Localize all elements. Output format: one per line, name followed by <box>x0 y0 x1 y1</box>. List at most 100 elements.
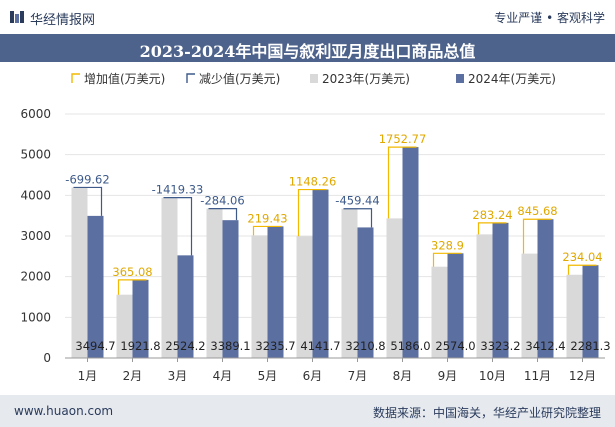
bar-2024-9 <box>447 253 464 358</box>
change-bracket-9 <box>432 252 462 267</box>
value-label-2024-7: 3210.8 <box>345 339 385 353</box>
legend-label-1: 减少值(万美元) <box>199 71 280 86</box>
x-tick-label-3: 3月 <box>168 369 188 383</box>
chart: 增加值(万美元) 减少值(万美元) 2023年(万美元) 2024年(万美元) 0 10… <box>20 71 611 383</box>
bar-2023-11 <box>521 253 538 358</box>
title-bar: 2023-2024年中国与叙利亚月度出口商品总值 <box>0 34 615 62</box>
change-label-9: 328.9 <box>431 238 464 252</box>
x-tick-label-9: 9月 <box>438 369 458 383</box>
bars: -699.62 3494.7 365.08 1921.8 -1419.33 2524.2 -… <box>65 132 611 358</box>
bar-2024-3 <box>177 255 194 358</box>
x-tick-label-4: 4月 <box>213 369 233 383</box>
change-bracket-10 <box>477 222 507 235</box>
value-label-2024-9: 2574.0 <box>435 339 475 353</box>
footer: www.huaon.com 数据来源：中国海关，华经产业研究院整理 <box>0 395 615 427</box>
y-tick-label-2: 2000 <box>20 270 51 284</box>
legend-label-0: 增加值(万美元) <box>84 71 165 86</box>
value-label-2024-2: 1921.8 <box>120 339 160 353</box>
bar-2023-4 <box>206 208 223 358</box>
bar-2023-3 <box>161 197 178 358</box>
change-label-6: 1148.26 <box>289 175 337 189</box>
legend: 增加值(万美元) 减少值(万美元) 2023年(万美元) 2024年(万美元) <box>71 71 556 86</box>
data-source: 数据来源：中国海关，华经产业研究院整理 <box>372 406 601 420</box>
bar-2024-7 <box>357 227 374 358</box>
bar-2023-7 <box>341 208 358 358</box>
bar-2024-12 <box>582 265 599 358</box>
y-tick-label-1: 1000 <box>20 310 51 324</box>
bar-2023-5 <box>251 235 268 358</box>
change-bracket-6 <box>297 188 327 237</box>
value-label-2024-10: 3323.2 <box>480 339 520 353</box>
logo-icon <box>10 11 24 23</box>
change-label-12: 234.04 <box>562 250 602 264</box>
legend-label-2: 2023年(万美元) <box>322 72 410 86</box>
change-label-7: -459.44 <box>335 194 379 208</box>
bar-2023-10 <box>476 234 493 358</box>
legend-swatch-0 <box>71 73 80 83</box>
value-label-2024-1: 3494.7 <box>75 339 115 353</box>
change-bracket-8 <box>387 146 417 219</box>
bar-2024-5 <box>267 226 284 358</box>
x-tick-label-5: 5月 <box>258 369 278 383</box>
change-bracket-1 <box>73 186 103 216</box>
x-axis: 1月 2月 3月 4月 5月 6月 7月 8月 9月 10月 11月 12月 <box>65 357 605 383</box>
y-tick-label-0: 0 <box>43 351 51 365</box>
bar-2023-6 <box>296 236 313 358</box>
change-label-1: -699.62 <box>65 172 109 186</box>
y-tick-label-5: 5000 <box>20 148 51 162</box>
x-tick-label-1: 1月 <box>78 369 98 383</box>
value-label-2024-11: 3412.4 <box>525 339 565 353</box>
change-label-5: 219.43 <box>247 211 287 225</box>
value-label-2024-12: 2281.3 <box>570 339 610 353</box>
x-tick-label-11: 11月 <box>524 369 551 383</box>
change-label-10: 283.24 <box>472 208 512 222</box>
x-tick-label-10: 10月 <box>479 369 506 383</box>
change-label-3: -1419.33 <box>152 183 204 197</box>
bar-2024-11 <box>537 219 554 358</box>
x-tick-label-2: 2月 <box>123 369 143 383</box>
grid-lines <box>65 113 605 359</box>
y-axis: 0 1000 2000 3000 4000 5000 6000 <box>20 107 51 365</box>
bar-2023-12 <box>566 274 583 358</box>
legend-swatch-3 <box>456 74 464 83</box>
change-bracket-7 <box>343 208 373 228</box>
bar-2024-2 <box>132 279 149 358</box>
change-bracket-3 <box>163 197 193 256</box>
value-label-2024-4: 3389.1 <box>210 339 250 353</box>
chart-title: 2023-2024年中国与叙利亚月度出口商品总值 <box>139 42 476 61</box>
top-bar: 华经情报网 专业严谨 • 客观科学 <box>0 0 615 34</box>
change-bracket-5 <box>252 225 282 236</box>
x-tick-label-8: 8月 <box>393 369 413 383</box>
bar-2023-2 <box>116 294 133 358</box>
value-label-2024-5: 3235.7 <box>255 339 295 353</box>
change-bracket-4 <box>208 208 238 221</box>
change-bracket-2 <box>117 279 147 295</box>
change-label-11: 845.68 <box>517 204 557 218</box>
bar-2024-10 <box>492 222 509 358</box>
value-label-2024-6: 4141.7 <box>300 339 340 353</box>
value-label-2024-3: 2524.2 <box>165 339 205 353</box>
tagline: 专业严谨 • 客观科学 <box>494 11 605 25</box>
legend-label-3: 2024年(万美元) <box>468 72 556 86</box>
bar-2023-1 <box>71 187 88 358</box>
y-tick-label-6: 6000 <box>20 107 51 121</box>
y-tick-label-4: 4000 <box>20 188 51 202</box>
x-tick-label-12: 12月 <box>569 369 596 383</box>
change-bracket-11 <box>522 218 552 254</box>
bar-2024-8 <box>402 147 419 358</box>
bar-2024-6 <box>312 189 329 358</box>
change-label-2: 365.08 <box>112 265 152 279</box>
brand-name: 华经情报网 <box>30 13 96 28</box>
change-label-8: 1752.77 <box>379 132 427 146</box>
x-tick-label-6: 6月 <box>303 369 323 383</box>
y-tick-label-3: 3000 <box>20 229 51 243</box>
bar-2024-1 <box>87 215 104 358</box>
legend-swatch-2 <box>310 74 318 83</box>
bar-2023-9 <box>431 266 448 358</box>
legend-swatch-1 <box>186 73 195 83</box>
x-tick-label-7: 7月 <box>348 369 368 383</box>
value-label-2024-8: 5186.0 <box>390 339 430 353</box>
website-link[interactable]: www.huaon.com <box>14 404 114 418</box>
change-label-4: -284.06 <box>200 194 244 208</box>
change-bracket-12 <box>567 264 597 275</box>
